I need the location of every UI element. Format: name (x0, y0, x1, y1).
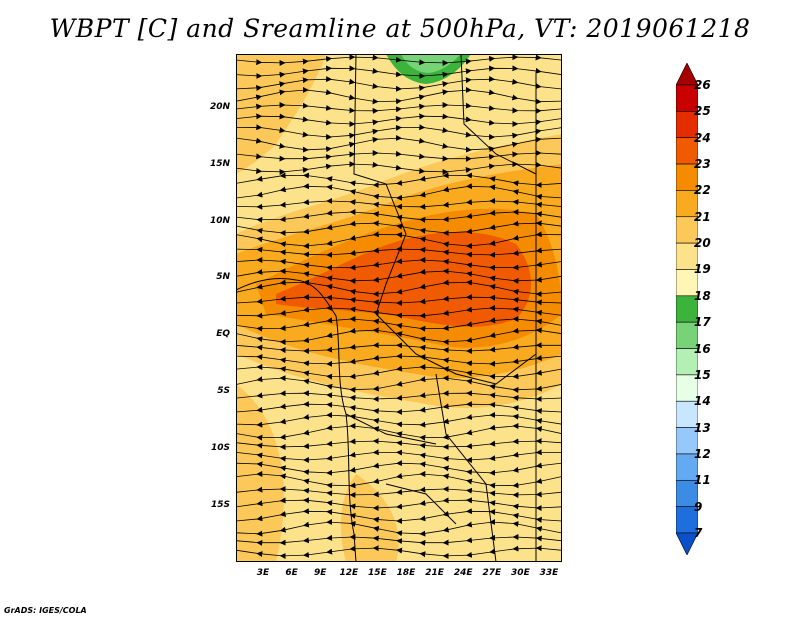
lon-label: 33E (539, 568, 559, 578)
lat-label: 10N (209, 215, 230, 226)
colorbar-label: 26 (694, 78, 711, 92)
colorbar-label: 15 (694, 367, 711, 382)
streamline (236, 545, 562, 559)
border-line (353, 54, 407, 315)
streamline (236, 149, 562, 162)
streamline (236, 497, 562, 512)
streamline (236, 134, 562, 153)
colorbar-label: 24 (694, 130, 711, 145)
map-canvas (236, 54, 562, 562)
lat-label: 10S (210, 442, 230, 453)
colorbar-label: 23 (694, 157, 711, 172)
border-line (236, 277, 357, 562)
lon-label: 12E (339, 568, 359, 578)
colorbar (676, 63, 698, 555)
streamline (236, 246, 562, 258)
lon-label: 3E (256, 568, 270, 578)
colorbar-label: 18 (694, 288, 711, 303)
lon-label: 18E (396, 568, 416, 578)
colorbar-label: 7 (694, 526, 703, 540)
map-frame (236, 54, 562, 562)
streamline (236, 113, 562, 128)
streamline (236, 375, 562, 393)
lat-label: EQ (216, 329, 230, 340)
colorbar-label: 14 (694, 394, 711, 409)
streamline (236, 390, 562, 403)
streamline (236, 449, 562, 464)
colorbar-bottom-arrow (676, 532, 698, 555)
colorbar-label: 11 (694, 473, 711, 488)
streamline (236, 102, 562, 114)
credit-text: GrADS: IGES/COLA (4, 606, 87, 615)
streamline (236, 423, 562, 441)
border-line (385, 483, 457, 525)
streamline (236, 353, 562, 367)
lat-label: 20N (209, 102, 230, 112)
colorbar-label: 20 (694, 236, 711, 251)
streamline (236, 161, 562, 176)
streamline (236, 342, 562, 354)
lon-label: 27E (482, 568, 502, 578)
colorbar-label: 16 (694, 341, 711, 356)
streamlines (236, 54, 562, 559)
lon-label: 15E (368, 568, 387, 578)
colorbar-label: 21 (694, 209, 711, 224)
streamline (236, 197, 562, 210)
streamline (236, 534, 562, 546)
streamline (236, 256, 562, 271)
lon-label: 21E (425, 568, 444, 578)
lon-label: 30E (511, 568, 530, 578)
lon-label: 9E (313, 568, 327, 578)
streamline (236, 279, 562, 298)
colorbar-label: 9 (694, 499, 703, 514)
lat-label: 15N (209, 158, 230, 169)
colorbar-label: 13 (694, 420, 711, 435)
streamline (236, 86, 562, 105)
chart-title: WBPT [C] and Sreamline at 500hPa, VT: 20… (49, 14, 751, 43)
streamline (236, 294, 562, 306)
streamline (236, 486, 562, 498)
streamline (236, 470, 562, 489)
streamline (236, 54, 562, 66)
streamline (236, 231, 562, 249)
colorbar-label: 12 (694, 446, 711, 461)
colorbar-label: 19 (694, 262, 711, 277)
lon-label: 6E (285, 568, 298, 578)
border-line (375, 313, 537, 385)
streamline (236, 316, 562, 332)
border-line (460, 54, 537, 175)
lat-label: 5S (217, 386, 230, 396)
map-panel (236, 54, 562, 562)
colorbar-label: 17 (694, 315, 711, 330)
streamline (236, 438, 562, 450)
streamline (236, 327, 562, 346)
streamline (236, 518, 562, 537)
country-borders (236, 54, 537, 562)
colorbar-label: 25 (694, 104, 711, 119)
streamline (236, 304, 562, 319)
streamline (236, 183, 562, 201)
lat-label: 15S (210, 499, 230, 510)
lon-label: 24E (453, 568, 473, 578)
streamline (236, 65, 562, 80)
colorbar-label: 22 (694, 183, 711, 198)
lat-label: 5N (216, 272, 230, 283)
border-line (435, 373, 497, 562)
border-line (345, 413, 437, 445)
